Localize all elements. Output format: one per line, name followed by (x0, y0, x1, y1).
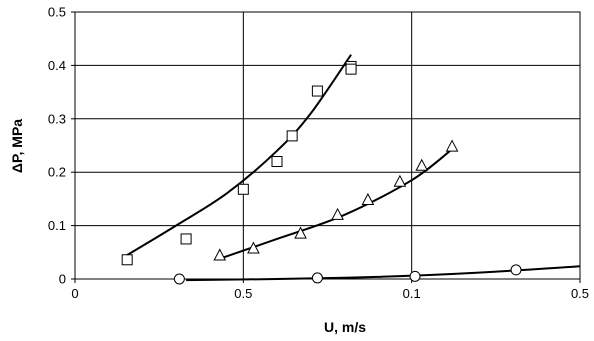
x-tick-label: 0 (71, 286, 78, 301)
triangle-marker (294, 226, 307, 239)
grid-lines (71, 11, 581, 283)
y-axis-label: ΔP, MPa (9, 119, 25, 173)
triangle-marker (213, 248, 227, 261)
x-axis-label: U, m/s (324, 319, 366, 335)
x-axis-ticks: 0 0.5 0.1 0.5 (71, 286, 589, 301)
triangle-marker (361, 192, 375, 205)
circle-marker (311, 272, 323, 284)
data-markers (121, 60, 522, 285)
circle-marker (510, 264, 522, 276)
triangle-marker (331, 207, 344, 220)
square-marker (121, 254, 133, 266)
square-marker (237, 183, 249, 195)
square-marker (286, 130, 298, 142)
x-tick-label: 0.1 (403, 286, 421, 301)
y-tick-label: 0.2 (48, 165, 66, 180)
square-marker (180, 233, 192, 245)
y-axis-ticks: 0 0.1 0.2 0.3 0.4 0.5 (48, 5, 66, 287)
y-tick-label: 0.3 (48, 111, 66, 126)
triangle-marker (415, 158, 429, 171)
x-tick-label: 0.5 (571, 286, 589, 301)
x-tick-label: 0.5 (234, 286, 252, 301)
square-series-fit-line (124, 54, 352, 257)
circle-marker (173, 273, 185, 285)
y-tick-label: 0 (59, 272, 66, 287)
triangle-marker (393, 174, 407, 187)
square-marker (345, 63, 357, 75)
triangle-marker (247, 241, 260, 254)
y-tick-label: 0.4 (48, 58, 66, 73)
square-marker (271, 156, 283, 168)
circle-marker (409, 270, 421, 282)
triangle-series-fit-line (219, 148, 453, 260)
triangle-marker (445, 139, 459, 152)
y-tick-label: 0.5 (48, 5, 66, 20)
y-tick-label: 0.1 (48, 218, 66, 233)
square-marker (311, 85, 323, 97)
